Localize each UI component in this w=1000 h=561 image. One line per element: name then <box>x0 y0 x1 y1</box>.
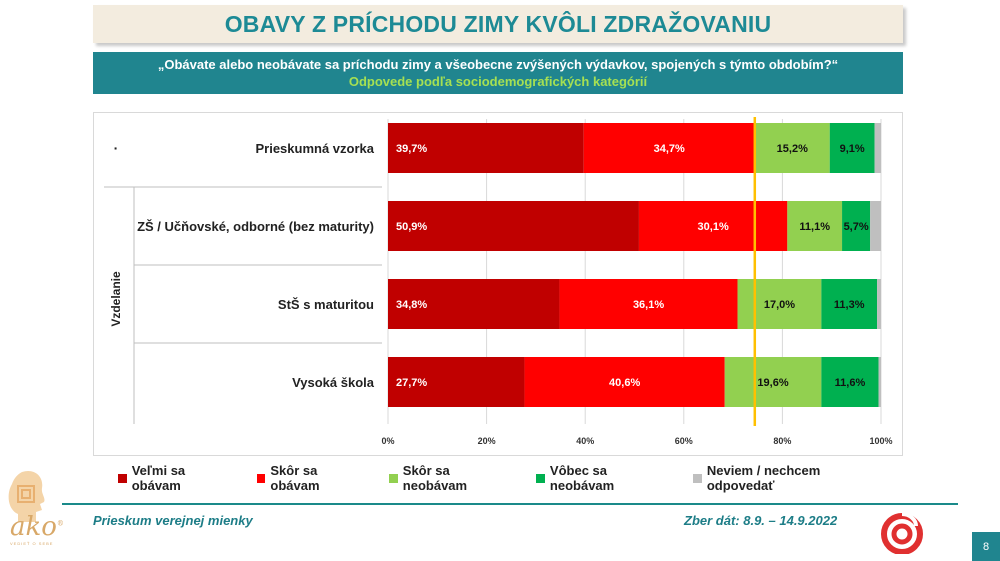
category-label: Vysoká škola <box>292 375 375 390</box>
bar-segment <box>754 123 830 173</box>
row-bullet: · <box>114 140 119 156</box>
data-label: 15,2% <box>777 143 808 155</box>
bar-segment <box>829 123 875 173</box>
data-label: 11,3% <box>834 299 865 311</box>
bar-segment <box>388 123 584 173</box>
x-tick-label: 20% <box>478 436 496 446</box>
legend-label: Skôr sa neobávam <box>402 463 468 493</box>
data-label: 11,1% <box>799 221 830 233</box>
bar-segment <box>787 201 843 251</box>
bar-segment <box>821 357 879 407</box>
legend-swatch <box>118 473 127 483</box>
group-label: Vzdelanie <box>109 271 123 327</box>
legend-item: Skôr sa neobávam <box>389 463 514 493</box>
x-tick-label: 60% <box>675 436 693 446</box>
footer-data-collection: Zber dát: 8.9. – 14.9.2022 <box>684 513 838 528</box>
page-number: 8 <box>972 532 1000 561</box>
bar-segment <box>559 279 738 329</box>
bar-segment <box>388 357 525 407</box>
legend-item: Vôbec sa neobávam <box>536 463 671 493</box>
data-label: 27,7% <box>396 377 427 389</box>
logo-wordmark: ako® <box>10 512 64 542</box>
data-label: 36,1% <box>633 299 664 311</box>
data-label: 50,9% <box>396 221 427 233</box>
logo-name: ako <box>10 512 57 542</box>
category-label: StŠ s maturitou <box>278 297 374 312</box>
data-label: 9,1% <box>840 143 865 155</box>
bar-segment <box>878 357 881 407</box>
bar-segment <box>724 357 822 407</box>
x-tick-label: 0% <box>381 436 394 446</box>
data-label: 5,7% <box>844 221 869 233</box>
bar-segment <box>877 279 881 329</box>
data-label: 30,1% <box>698 221 729 233</box>
bar-segment <box>821 279 878 329</box>
legend-item: Neviem / nechcem odpovedať <box>693 463 886 493</box>
page-title: OBAVY Z PRÍCHODU ZIMY KVÔLI ZDRAŽOVANIU <box>224 10 772 37</box>
legend-swatch <box>536 473 545 483</box>
title-banner: OBAVY Z PRÍCHODU ZIMY KVÔLI ZDRAŽOVANIU <box>93 5 903 43</box>
data-label: 17,0% <box>764 299 795 311</box>
legend-item: Veľmi sa obávam <box>118 463 235 493</box>
bar-segment <box>388 279 560 329</box>
bar-segment <box>874 123 881 173</box>
question-banner: „Obávate alebo neobávate sa príchodu zim… <box>93 52 903 94</box>
bar-segment <box>388 201 639 251</box>
legend-label: Skôr sa obávam <box>270 463 320 493</box>
x-tick-label: 40% <box>576 436 594 446</box>
category-label: Prieskumná vzorka <box>255 141 374 156</box>
legend-swatch <box>256 473 266 483</box>
bar-segment <box>638 201 788 251</box>
x-tick-label: 100% <box>869 436 892 446</box>
logo-tagline: VEDIEŤ O SEBE <box>10 541 54 546</box>
legend-label: Neviem / nechcem odpovedať <box>706 463 821 493</box>
bar-segment <box>583 123 755 173</box>
legend-label: Vôbec sa neobávam <box>549 463 615 493</box>
data-label: 39,7% <box>396 143 427 155</box>
legend-label: Veľmi sa obávam <box>131 463 186 493</box>
data-label: 11,6% <box>835 377 866 389</box>
x-tick-label: 80% <box>773 436 791 446</box>
legend-swatch <box>389 473 398 483</box>
bar-segment <box>842 201 871 251</box>
bar-segment <box>870 201 881 251</box>
legend-item: Skôr sa obávam <box>256 463 367 493</box>
bar-segment <box>524 357 725 407</box>
survey-question: „Obávate alebo neobávate sa príchodu zim… <box>157 56 839 72</box>
brand-swirl-icon <box>881 512 923 554</box>
category-label: ZŠ / Učňovské, odborné (bez maturity) <box>137 219 374 234</box>
data-label: 40,6% <box>609 377 640 389</box>
bar-segment <box>737 279 822 329</box>
data-label: 19,6% <box>757 377 788 389</box>
stacked-bar-chart: 0% 20% 40% 60% 80% 100% Vzdelanie · Prieskumná v… <box>104 117 893 446</box>
chart-frame: 0% 20% 40% 60% 80% 100% Vzdelanie · Prieskumná v… <box>93 112 903 456</box>
chart-legend: Veľmi sa obávam Skôr sa obávam Skôr sa neo… <box>118 463 908 493</box>
logo-registered-mark: ® <box>56 519 64 528</box>
data-label: 34,7% <box>654 143 685 155</box>
survey-subtitle: Odpovede podľa sociodemografických kateg… <box>348 73 648 89</box>
footer-divider <box>62 503 958 505</box>
ako-logo-icon <box>8 470 45 522</box>
data-label: 34,8% <box>396 299 427 311</box>
footer-survey-name: Prieskum verejnej mienky <box>93 513 253 528</box>
legend-swatch <box>693 473 702 483</box>
